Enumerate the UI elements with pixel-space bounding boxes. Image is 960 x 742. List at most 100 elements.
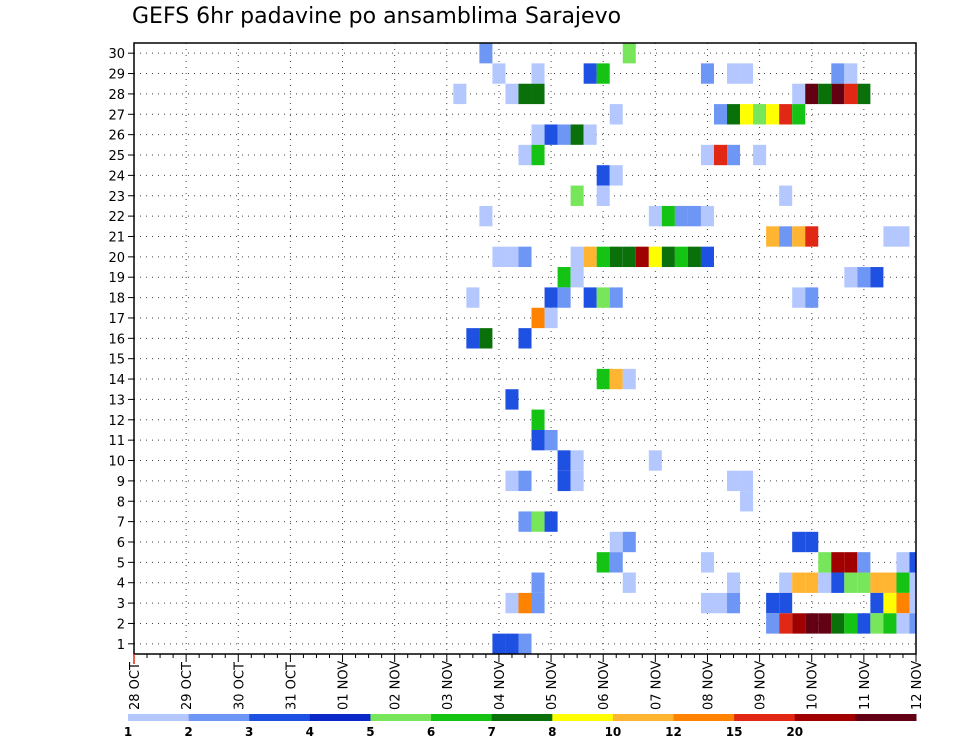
heatmap-cell — [674, 205, 688, 227]
colorbar-label: 8 — [548, 725, 556, 739]
heatmap-cell — [479, 205, 493, 227]
x-tick-label: 09 NOV — [754, 661, 769, 710]
colorbar-segment — [552, 714, 614, 721]
heatmap-cell — [570, 267, 584, 288]
heatmap-cell — [518, 246, 532, 268]
heatmap-cell — [831, 552, 845, 573]
heatmap-cell — [909, 552, 916, 573]
heatmap-cell — [674, 246, 688, 268]
colorbar-label: 15 — [726, 725, 743, 739]
heatmap-cell — [622, 572, 636, 593]
heatmap-cell — [896, 226, 910, 247]
heatmap-cell — [857, 267, 871, 288]
heatmap-cell — [792, 226, 806, 247]
heatmap-cell — [583, 124, 597, 145]
colorbar-segment — [128, 714, 190, 721]
heatmap-cell — [883, 572, 897, 593]
heatmap-cell — [479, 328, 493, 349]
heatmap-cell — [687, 246, 701, 268]
heatmap-cell — [505, 246, 519, 268]
colorbar-label: 3 — [245, 725, 253, 739]
heatmap-cell — [740, 63, 754, 84]
y-tick-label: 24 — [108, 169, 125, 184]
heatmap-cell — [544, 287, 558, 308]
heatmap-cell — [609, 552, 623, 573]
y-tick-label: 25 — [108, 149, 125, 164]
heatmap-cell — [896, 613, 910, 634]
colorbar-segment — [431, 714, 493, 721]
colorbar-label: 6 — [427, 725, 435, 739]
y-tick-label: 5 — [117, 556, 125, 571]
colorbar: 1 2 3 4 5 6 7 8 10 12 15 20 — [124, 714, 917, 739]
heatmap-cell — [870, 572, 884, 593]
x-tick-label: 04 NOV — [493, 661, 508, 710]
heatmap-cell — [453, 83, 467, 105]
y-tick-label: 10 — [108, 455, 125, 470]
heatmap-cell — [766, 104, 780, 125]
x-tick-label: 02 NOV — [389, 661, 404, 710]
heatmap-cell — [492, 246, 506, 268]
heatmap-cell — [583, 246, 597, 268]
heatmap-cell — [831, 63, 845, 84]
heatmap-cell — [805, 613, 819, 634]
y-tick-label: 3 — [117, 597, 125, 612]
heatmap-cell — [492, 633, 506, 654]
heatmap-cell — [531, 83, 545, 105]
heatmap-cell — [870, 592, 884, 614]
heatmap-cell — [609, 246, 623, 268]
x-axis: 28 OCT 29 OCT 30 OCT 31 OCT 01 NOV 02 NOV 03 N… — [128, 654, 925, 710]
colorbar-label: 1 — [124, 725, 132, 739]
heatmap-cell — [700, 63, 714, 84]
y-tick-label: 17 — [108, 312, 125, 327]
heatmap-cell — [570, 124, 584, 145]
heatmap-cell — [727, 144, 741, 166]
heatmap-cell — [505, 633, 519, 654]
heatmap-cell — [570, 185, 584, 206]
y-tick-label: 22 — [108, 210, 125, 225]
heatmap-cell — [505, 389, 519, 410]
x-tick-label: 11 NOV — [858, 661, 873, 710]
heatmap-cell — [805, 83, 819, 105]
x-tick-label: 05 NOV — [545, 661, 560, 710]
heatmap-cell — [779, 572, 793, 593]
heatmap-cell — [883, 226, 897, 247]
x-tick-label: 29 OCT — [180, 662, 195, 710]
heatmap-cell — [518, 511, 532, 532]
heatmap-cell — [518, 592, 532, 614]
heatmap-cell — [531, 511, 545, 532]
heatmap-cell — [713, 592, 728, 614]
colorbar-label: 7 — [488, 725, 496, 739]
x-tick-label: 08 NOV — [701, 661, 716, 710]
heatmap-cell — [831, 83, 845, 105]
heatmap-cell — [740, 104, 754, 125]
heatmap-cell — [531, 409, 545, 430]
heatmap-cell — [844, 267, 858, 288]
heatmap-cell — [805, 531, 819, 553]
heatmap-cell — [727, 104, 741, 125]
heatmap-cell — [857, 572, 871, 593]
heatmap-cell — [518, 144, 532, 166]
heatmap-cell — [557, 287, 571, 308]
heatmap-cell — [557, 124, 571, 145]
heatmap-cell — [727, 592, 741, 614]
y-tick-label: 15 — [108, 353, 125, 368]
heatmap-cell — [857, 613, 871, 634]
y-tick-label: 23 — [108, 190, 125, 205]
y-tick-label: 2 — [117, 617, 125, 632]
heatmap-cell — [518, 83, 532, 105]
y-tick-label: 29 — [108, 68, 125, 83]
heatmap-cell — [531, 307, 545, 329]
heatmap-cell — [687, 205, 701, 227]
y-tick-label: 4 — [117, 577, 125, 592]
y-tick-label: 16 — [108, 332, 125, 347]
colorbar-segment — [794, 714, 856, 721]
heatmap-cell — [792, 613, 806, 634]
heatmap-cell — [648, 450, 662, 471]
heatmap-cell — [505, 592, 519, 614]
x-tick-label: 06 NOV — [597, 661, 612, 710]
y-tick-label: 1 — [117, 638, 125, 653]
heatmap-cell — [544, 124, 558, 145]
chart-title: GEFS 6hr padavine po ansamblima Sarajevo — [132, 4, 622, 29]
heatmap-cell — [753, 104, 767, 125]
